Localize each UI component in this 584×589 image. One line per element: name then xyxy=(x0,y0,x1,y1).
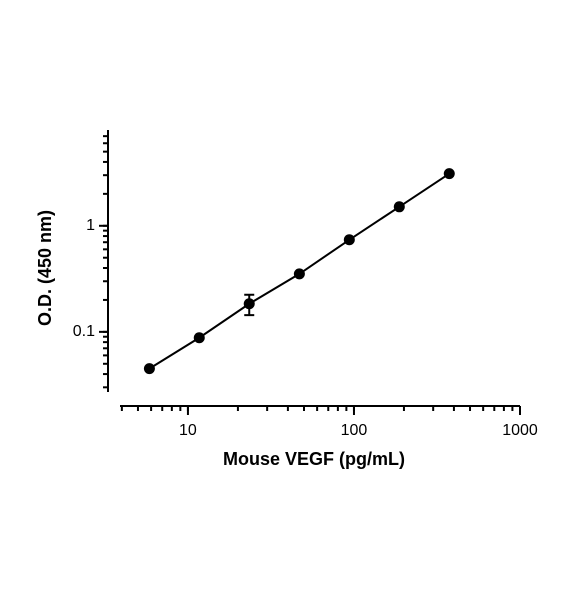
x-tick-label: 10 xyxy=(179,422,197,439)
data-point xyxy=(193,332,205,344)
y-axis-label: O.D. (450 nm) xyxy=(35,210,55,326)
x-tick-label: 100 xyxy=(341,422,368,439)
y-tick-label: 0.1 xyxy=(73,323,95,340)
x-axis-label: Mouse VEGF (pg/mL) xyxy=(223,449,405,469)
y-tick-label: 1 xyxy=(86,217,95,234)
data-point xyxy=(143,363,155,375)
x-tick-label: 1000 xyxy=(502,422,538,439)
data-point xyxy=(293,268,305,280)
data-point xyxy=(243,298,255,310)
data-point xyxy=(393,201,405,213)
data-point xyxy=(443,168,455,180)
data-point xyxy=(343,234,355,246)
